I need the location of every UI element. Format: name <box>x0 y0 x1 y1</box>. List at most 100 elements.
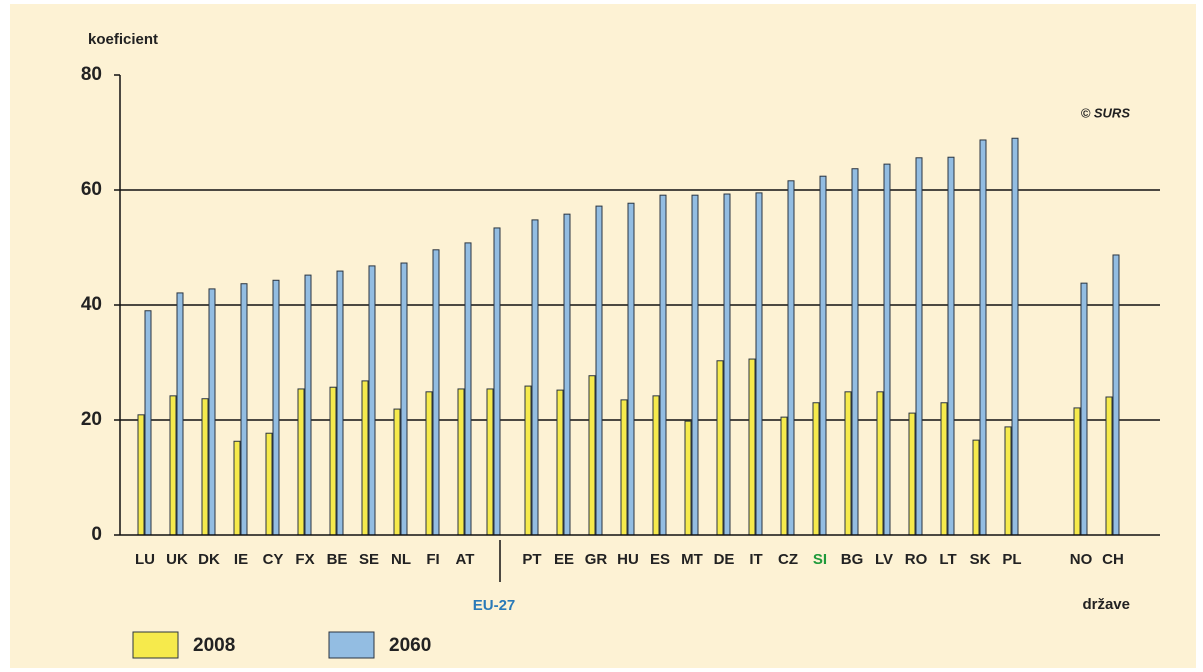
bar <box>400 262 408 536</box>
source: © SURS <box>1081 105 1131 120</box>
x-tick-label: DK <box>198 551 220 568</box>
x-tick-label: GR <box>585 551 608 568</box>
legend-label: 2060 <box>389 635 431 656</box>
bar <box>297 388 305 536</box>
bar <box>144 310 152 536</box>
x-tick-label: RO <box>905 551 928 568</box>
bar <box>432 249 440 536</box>
x-tick-label: LV <box>875 551 893 568</box>
x-tick-label: PL <box>1002 551 1021 568</box>
bar <box>329 386 337 536</box>
legend-swatch <box>132 631 179 659</box>
bar <box>201 398 209 536</box>
bar <box>780 416 788 536</box>
x-tick-label: AT <box>456 551 475 568</box>
bar <box>908 412 916 536</box>
bar <box>947 156 955 536</box>
bar <box>265 432 273 536</box>
bar <box>425 391 433 536</box>
x-tick-label: BE <box>327 551 348 568</box>
bar <box>659 194 667 536</box>
bar <box>1073 407 1081 536</box>
bar <box>556 389 564 536</box>
legend-swatch <box>328 631 375 659</box>
bar <box>137 414 145 536</box>
legend-label: 2008 <box>193 635 235 656</box>
x-tick-label: PT <box>522 551 541 568</box>
y-tick-label: 0 <box>91 524 102 545</box>
x-tick-label: CH <box>1102 551 1124 568</box>
x-tick-label: HU <box>617 551 639 568</box>
bar <box>883 163 891 536</box>
x-tick-label: EE <box>554 551 574 568</box>
x-tick-label: IE <box>234 551 248 568</box>
bar <box>393 408 401 536</box>
bar <box>361 380 369 536</box>
x-tick-label: IT <box>749 551 762 568</box>
bar <box>627 202 635 536</box>
bar <box>755 192 763 536</box>
y-tick-label: 60 <box>81 179 102 200</box>
bar <box>1004 426 1012 536</box>
bar <box>208 288 216 536</box>
x-tick-label: BG <box>841 551 864 568</box>
x-tick-label: UK <box>166 551 188 568</box>
y-tick-label: 40 <box>81 294 102 315</box>
bar <box>464 242 472 536</box>
bar <box>486 388 494 536</box>
x-tick-label: FI <box>426 551 439 568</box>
bar <box>493 227 501 536</box>
bar <box>524 385 532 536</box>
x-tick-label: NO <box>1070 551 1093 568</box>
bar <box>652 395 660 536</box>
bar <box>620 399 628 536</box>
bar <box>304 274 312 536</box>
bar <box>819 175 827 536</box>
bar <box>716 360 724 536</box>
bar <box>851 168 859 536</box>
x-tick-label: SE <box>359 551 379 568</box>
bar <box>1080 282 1088 536</box>
bar <box>563 213 571 536</box>
bar <box>336 270 344 536</box>
x-tick-label: MT <box>681 551 703 568</box>
bar <box>748 358 756 536</box>
x-tick-label: NL <box>391 551 411 568</box>
x-tick-label: SK <box>970 551 991 568</box>
bar <box>787 180 795 536</box>
y-axis-label: koeficient <box>88 31 158 48</box>
bar <box>233 440 241 536</box>
bar <box>979 139 987 536</box>
bar <box>691 194 699 536</box>
bar <box>812 402 820 536</box>
x-tick-label: EU-27 <box>473 597 516 614</box>
x-tick-label: ES <box>650 551 670 568</box>
bar <box>169 395 177 536</box>
x-tick-label: LT <box>939 551 956 568</box>
bar <box>531 219 539 536</box>
x-tick-label: FX <box>295 551 314 568</box>
y-tick-label: 20 <box>81 409 102 430</box>
bar <box>1011 137 1019 536</box>
bar <box>272 279 280 536</box>
x-tick-label: CY <box>263 551 284 568</box>
bar <box>940 402 948 536</box>
y-tick-label: 80 <box>81 64 102 85</box>
bar <box>457 388 465 536</box>
x-tick-label: SI <box>813 551 827 568</box>
bar <box>844 391 852 536</box>
bar <box>368 265 376 536</box>
bar <box>915 157 923 536</box>
x-tick-label: CZ <box>778 551 798 568</box>
bar <box>595 205 603 536</box>
bar <box>1112 254 1120 536</box>
x-tick-label: DE <box>714 551 735 568</box>
bar <box>972 439 980 536</box>
bar <box>1105 396 1113 536</box>
x-tick-label: LU <box>135 551 155 568</box>
bar <box>876 391 884 536</box>
bar <box>240 283 248 536</box>
bar <box>176 292 184 536</box>
bar <box>723 193 731 536</box>
x-axis-label: države <box>1082 596 1130 613</box>
